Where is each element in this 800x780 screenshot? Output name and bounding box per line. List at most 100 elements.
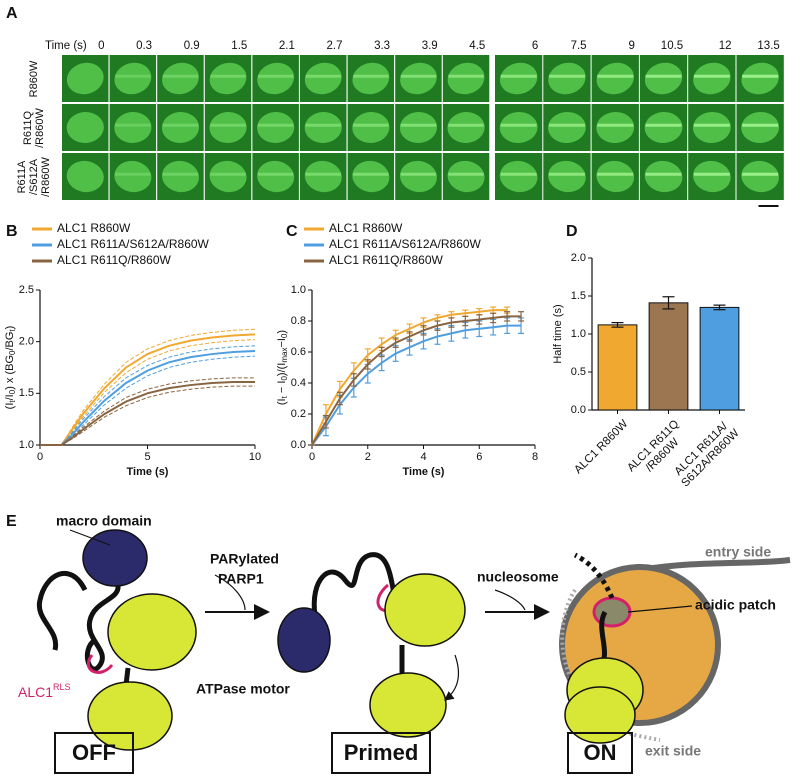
y-axis-label-part: − I xyxy=(276,381,288,397)
x-tick-label: 10 xyxy=(249,451,261,463)
time-label: 13.5 xyxy=(757,40,779,52)
bleach-stripe xyxy=(305,123,341,127)
label: PARP1 xyxy=(218,571,264,587)
y-axis-label: Half time (s) xyxy=(552,304,564,363)
x-axis-label: Time (s) xyxy=(403,466,445,478)
series-line xyxy=(311,324,522,446)
diagram-on xyxy=(559,552,791,744)
time-label: 10.5 xyxy=(661,40,683,52)
bleach-stripe xyxy=(693,123,730,127)
bleach-stripe xyxy=(645,172,682,176)
panel-label: D xyxy=(566,223,578,240)
label: acidic patch xyxy=(695,597,776,613)
y-tick-label: 0.0 xyxy=(291,439,306,451)
nucleus xyxy=(257,160,295,193)
label: ALC1RLS xyxy=(18,682,71,699)
legend-label: ALC1 R860W xyxy=(57,221,131,235)
bleach-stripe xyxy=(257,74,294,78)
nucleus xyxy=(66,160,104,193)
label: exit side xyxy=(645,743,701,759)
bleach-stripe xyxy=(548,123,585,127)
y-tick-label: 2.0 xyxy=(571,252,586,264)
bleach-stripe xyxy=(305,172,341,176)
nucleus xyxy=(596,111,635,144)
bar xyxy=(648,302,689,411)
nucleus xyxy=(114,160,152,193)
bleach-stripe xyxy=(548,172,585,176)
row-label: R611Q /R860W xyxy=(22,107,46,148)
bleach-stripe xyxy=(162,123,199,127)
nucleus xyxy=(257,62,295,95)
state-label: Primed xyxy=(344,740,419,765)
y-axis-label: (It/I0) x (BG0/BGt) xyxy=(4,326,17,410)
nucleus xyxy=(644,62,683,95)
time-label: 0.3 xyxy=(136,40,152,52)
bleach-stripe xyxy=(693,172,730,176)
series-line xyxy=(40,349,256,446)
label: ATPase motor xyxy=(196,681,290,697)
bar xyxy=(699,306,740,411)
bleach-stripe xyxy=(162,172,199,176)
time-label: 2.7 xyxy=(327,40,343,52)
error-band-line xyxy=(40,328,256,446)
y-axis-label-part: t xyxy=(8,329,17,332)
nucleus xyxy=(548,111,586,144)
bleach-stripe xyxy=(448,123,484,127)
y-tick-label: 1.0 xyxy=(571,328,586,340)
nucleus xyxy=(447,62,485,95)
y-axis-label-part: 0 xyxy=(280,333,289,338)
time-label: 4.5 xyxy=(469,40,485,52)
label: macro domain xyxy=(56,513,152,529)
bleach-stripe xyxy=(645,123,682,127)
bleach-stripe xyxy=(353,74,389,78)
legend-label: ALC1 R611A/S612A/R860W xyxy=(57,237,210,251)
y-axis-label-part: (I xyxy=(276,398,288,405)
x-tick-label: 5 xyxy=(144,451,150,463)
y-tick-label: 1.0 xyxy=(19,439,34,451)
bleach-stripe xyxy=(597,74,634,78)
nucleus xyxy=(209,62,247,95)
time-label: 12 xyxy=(719,40,732,52)
nucleus xyxy=(692,111,731,144)
bleach-stripe xyxy=(548,74,585,78)
bleach-stripe xyxy=(448,172,484,176)
nucleus xyxy=(741,62,779,95)
panel-label: E xyxy=(6,513,17,530)
nucleus xyxy=(209,160,247,193)
nucleus xyxy=(114,62,152,95)
time-label: 3.3 xyxy=(374,40,390,52)
state-label: ON xyxy=(584,740,617,765)
nucleus xyxy=(596,160,635,193)
bleach-stripe xyxy=(448,74,484,78)
bleach-stripe xyxy=(115,74,151,78)
y-axis-label-part: 0 xyxy=(8,389,17,394)
x-tick-label: 8 xyxy=(532,451,538,463)
nucleus xyxy=(499,111,538,144)
nucleus xyxy=(352,160,390,193)
y-tick-label: 0.8 xyxy=(291,315,306,327)
nucleus xyxy=(114,111,152,144)
nucleus xyxy=(499,62,538,95)
nucleus xyxy=(352,111,390,144)
y-axis-label-part: ) xyxy=(4,326,16,330)
bleach-stripe xyxy=(742,123,779,127)
time-label: 6 xyxy=(532,40,538,52)
y-axis-label-part: /BG xyxy=(4,332,16,351)
bleach-stripe xyxy=(115,172,151,176)
nucleus xyxy=(161,111,200,144)
nucleus xyxy=(693,62,731,95)
time-label: Time (s) xyxy=(45,40,87,52)
y-axis-label-part: max xyxy=(280,348,289,363)
panel-label: C xyxy=(286,223,298,240)
nucleus xyxy=(304,111,342,144)
label-sup: RLS xyxy=(53,682,71,692)
bleach-stripe xyxy=(210,172,246,176)
nucleus xyxy=(644,111,683,144)
bleach-stripe xyxy=(645,74,682,78)
y-axis-label-part: t xyxy=(8,400,17,403)
diagram-off xyxy=(36,529,197,751)
bleach-stripe xyxy=(400,74,437,78)
y-tick-label: 1.5 xyxy=(571,290,586,302)
bleach-stripe xyxy=(400,172,437,176)
nucleus xyxy=(304,160,342,193)
